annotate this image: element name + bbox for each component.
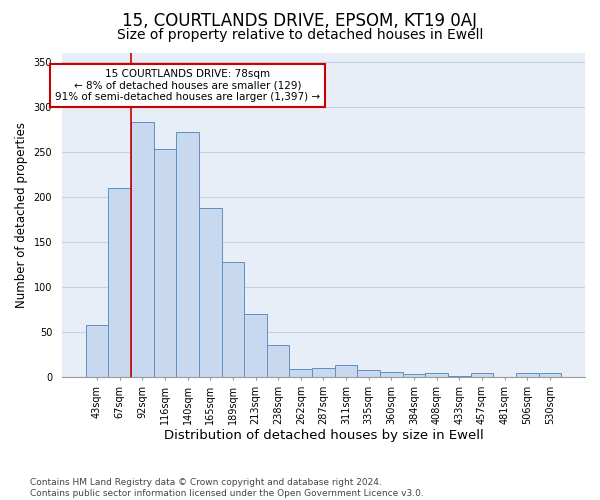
- Bar: [176, 132, 199, 377]
- Y-axis label: Number of detached properties: Number of detached properties: [15, 122, 28, 308]
- Bar: [289, 369, 312, 377]
- Bar: [335, 365, 358, 377]
- Text: Contains HM Land Registry data © Crown copyright and database right 2024.
Contai: Contains HM Land Registry data © Crown c…: [30, 478, 424, 498]
- Bar: [380, 372, 403, 377]
- X-axis label: Distribution of detached houses by size in Ewell: Distribution of detached houses by size …: [164, 430, 484, 442]
- Bar: [109, 188, 131, 377]
- Bar: [539, 374, 561, 377]
- Bar: [470, 374, 493, 377]
- Bar: [358, 370, 380, 377]
- Bar: [516, 374, 539, 377]
- Bar: [199, 208, 221, 377]
- Bar: [403, 374, 425, 377]
- Text: 15, COURTLANDS DRIVE, EPSOM, KT19 0AJ: 15, COURTLANDS DRIVE, EPSOM, KT19 0AJ: [122, 12, 478, 30]
- Bar: [267, 346, 289, 377]
- Text: 15 COURTLANDS DRIVE: 78sqm
← 8% of detached houses are smaller (129)
91% of semi: 15 COURTLANDS DRIVE: 78sqm ← 8% of detac…: [55, 68, 320, 102]
- Bar: [154, 149, 176, 377]
- Bar: [425, 374, 448, 377]
- Bar: [312, 368, 335, 377]
- Bar: [221, 262, 244, 377]
- Bar: [131, 122, 154, 377]
- Bar: [448, 376, 470, 377]
- Bar: [244, 314, 267, 377]
- Bar: [86, 324, 109, 377]
- Text: Size of property relative to detached houses in Ewell: Size of property relative to detached ho…: [117, 28, 483, 42]
